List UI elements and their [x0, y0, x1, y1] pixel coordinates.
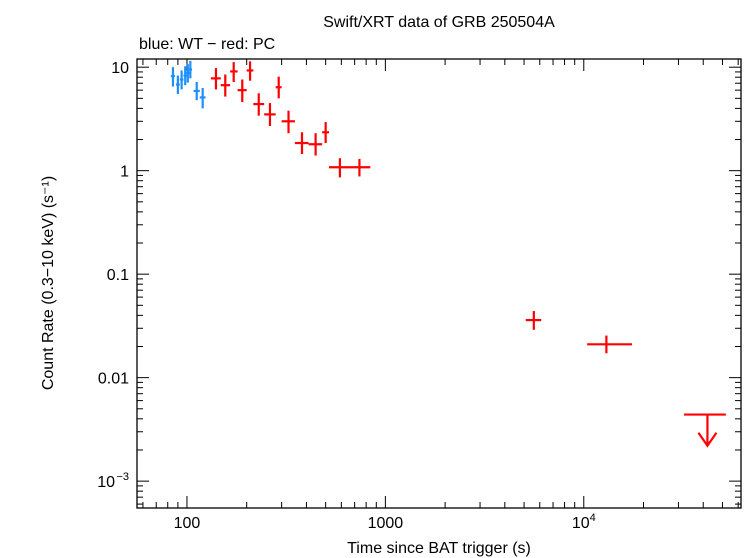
chart-title: Swift/XRT data of GRB 250504A	[323, 14, 555, 31]
chart-subtitle: blue: WT − red: PC	[139, 36, 275, 53]
x-tick-label: 104	[572, 512, 596, 532]
plot-area: 100 1000 104 10 1 0.1 0.01 10−3	[97, 58, 742, 532]
y-tick-label: 10−3	[97, 471, 129, 491]
plot-frame	[136, 58, 742, 509]
x-tick-label: 100	[174, 515, 201, 532]
y-tick-label: 10	[111, 60, 129, 77]
y-tick-label: 0.01	[98, 371, 129, 388]
y-tick-label: 1	[120, 164, 129, 181]
x-axis-label: Time since BAT trigger (s)	[347, 540, 531, 557]
y-tick-label: 0.1	[107, 267, 129, 284]
upper-limit-arrowhead	[697, 432, 718, 448]
x-tick-label: 1000	[368, 515, 404, 532]
y-axis-label: Count Rate (0.3−10 keV) (s⁻¹)	[40, 176, 57, 390]
